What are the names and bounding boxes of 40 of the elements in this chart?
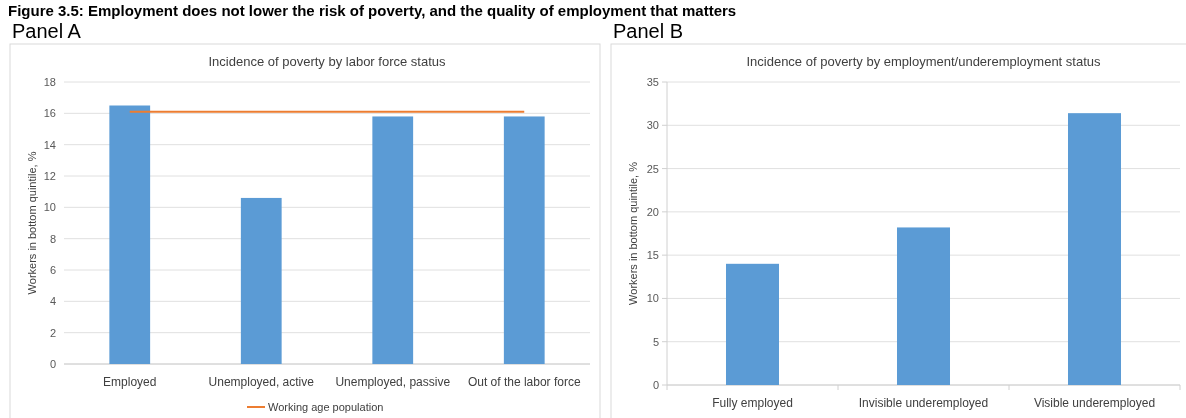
bar	[109, 105, 151, 364]
y-tick-label: 15	[646, 249, 659, 262]
x-tick-label: Visible underemployed	[1033, 396, 1156, 410]
bar	[1067, 113, 1121, 385]
y-tick-label: 35	[646, 76, 659, 88]
chart-title: Panel A	[12, 20, 82, 42]
y-tick-label: 4	[49, 295, 56, 308]
y-tick-label: 8	[49, 232, 56, 245]
y-tick-label: 16	[43, 107, 56, 120]
caption: Figure 3.5: Employment does not lower the risk of poverty, and the quality of employment that matters	[8, 2, 737, 19]
y-tick-label: 25	[646, 162, 659, 175]
y-tick-label: 0	[49, 358, 56, 370]
x-tick-label: Employed	[103, 375, 157, 389]
bar	[503, 116, 545, 364]
y-tick-label: 10	[646, 292, 659, 305]
chart-title: Panel B	[613, 20, 684, 42]
y-tick-label: 5	[652, 335, 659, 348]
x-tick-label: Unemployed, active	[208, 375, 315, 389]
y-tick-label: 20	[646, 205, 659, 218]
chart-subtitle: Incidence of poverty by labor force status	[208, 54, 447, 69]
y-tick-label: 2	[49, 326, 56, 339]
y-tick-label: 18	[43, 76, 56, 88]
y-tick-label: 14	[43, 138, 56, 151]
bar	[240, 197, 282, 364]
x-tick-label: Invisible underemployed	[858, 396, 989, 410]
bar	[726, 263, 780, 385]
legend-label: Working age population	[268, 401, 384, 413]
y-tick-label: 10	[43, 201, 56, 214]
y-tick-label: 30	[646, 119, 659, 132]
y-axis-title: Workers in bottom quintile, %	[627, 161, 639, 305]
x-tick-label: Fully employed	[712, 396, 793, 410]
y-tick-label: 6	[49, 264, 56, 276]
y-axis-title: Workers in bottom quintile, %	[26, 151, 38, 295]
chart-subtitle: Incidence of poverty by employment/underemployment status	[746, 54, 1102, 69]
x-tick-label: Unemployed, passive	[335, 375, 451, 389]
x-tick-label: Out of the labor force	[467, 375, 581, 389]
bar	[372, 116, 414, 364]
y-tick-label: 0	[652, 379, 659, 391]
bar	[897, 227, 951, 385]
y-tick-label: 12	[43, 170, 56, 182]
